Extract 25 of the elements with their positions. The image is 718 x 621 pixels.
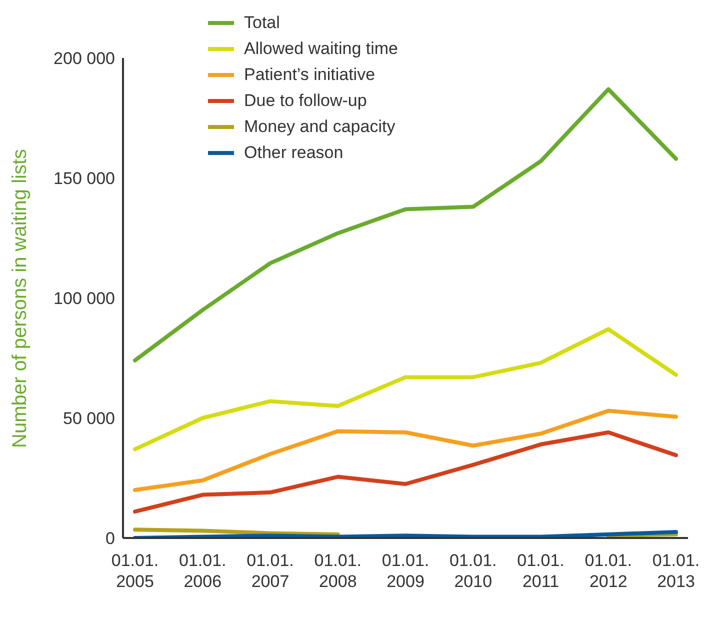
y-tick-label: 150 000 — [54, 169, 115, 188]
legend-label: Allowed waiting time — [244, 39, 398, 59]
x-tick-label: 01.01. 2010 — [449, 551, 497, 591]
x-tick-label: 01.01. 2011 — [517, 551, 564, 591]
legend-label: Patient’s initiative — [244, 65, 376, 85]
legend-label: Money and capacity — [244, 117, 396, 137]
legend-label: Due to follow-up — [244, 91, 367, 111]
x-tick-label: 01.01. 2012 — [584, 551, 632, 591]
x-tick-label: 01.01. 2005 — [111, 551, 159, 591]
y-tick-label: 0 — [106, 529, 115, 548]
line-series — [133, 87, 678, 362]
x-tick-label: 01.01. 2008 — [314, 551, 362, 591]
x-tick-label: 01.01. 2007 — [246, 551, 294, 591]
x-tick-label: 01.01. 2006 — [178, 551, 226, 591]
line-series — [133, 430, 678, 514]
y-tick-label: 50 000 — [63, 409, 115, 428]
x-tick-label: 01.01. 2013 — [652, 551, 700, 591]
y-tick-label: 200 000 — [54, 49, 115, 68]
y-axis-title: Number of persons in waiting lists — [9, 148, 32, 448]
legend-label: Total — [244, 13, 280, 33]
line-series — [133, 408, 678, 492]
legend-label: Other reason — [244, 143, 344, 163]
y-tick-label: 100 000 — [54, 289, 115, 308]
line-series — [133, 327, 678, 452]
x-tick-label: 01.01. 2009 — [382, 551, 430, 591]
